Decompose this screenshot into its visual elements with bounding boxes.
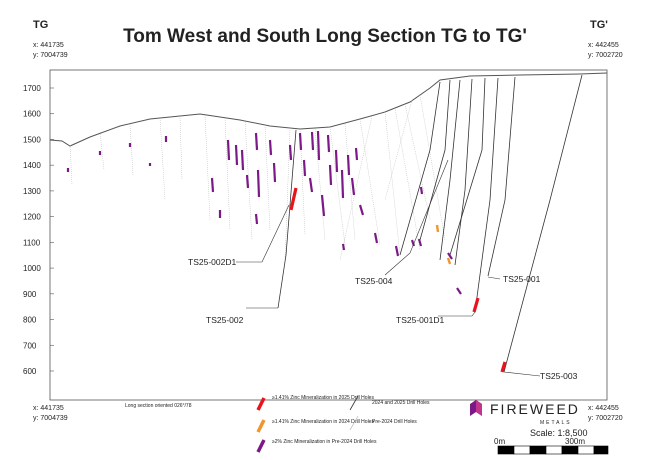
legend-text: ≥1.41% Zinc Mineralization in 2025 Drill… xyxy=(272,395,374,401)
corner-name: TG xyxy=(33,19,48,31)
scale-end: 300m xyxy=(565,437,585,446)
logo-name: FIREWEED xyxy=(490,401,580,417)
legend-text: Pre-2024 Drill Holes xyxy=(372,419,417,425)
hole-label: TS25-003 xyxy=(540,371,578,381)
scale-start: 0m xyxy=(494,437,505,446)
legend-swatch xyxy=(256,419,266,433)
legend-text: ≥2% Zinc Mineralization in Pre-2024 Dril… xyxy=(272,439,377,445)
pre-2024-holes xyxy=(69,94,446,261)
tick-label: 1200 xyxy=(23,213,41,222)
legend-swatch xyxy=(349,395,359,411)
tick-label: 1300 xyxy=(23,187,41,196)
tick-label: 1600 xyxy=(23,110,41,119)
hole-label: TS25-002 xyxy=(206,315,244,325)
2024-2025-holes xyxy=(277,74,583,373)
corner-name: TG' xyxy=(590,19,608,31)
tick-label: 1500 xyxy=(23,135,41,144)
corner-x: x: 442455 xyxy=(588,405,619,412)
legend-text: 2024 and 2025 Drill Holes xyxy=(372,400,430,406)
corner-x: x: 442455 xyxy=(588,42,619,49)
tick-label: 1000 xyxy=(23,264,41,273)
section-note: Long section oriented 026°/78 xyxy=(125,403,192,409)
hole-label: TS25-001D1 xyxy=(396,315,444,325)
mineralization xyxy=(66,130,507,373)
legend-swatch xyxy=(349,415,359,431)
legend-swatch xyxy=(256,439,266,453)
tick-label: 600 xyxy=(23,367,37,376)
tick-label: 1700 xyxy=(23,84,41,93)
hole-label: TS25-004 xyxy=(355,276,393,286)
logo-sub: METALS xyxy=(540,420,572,426)
legend-swatch xyxy=(256,397,266,411)
tick-label: 1100 xyxy=(23,238,41,247)
tick-label: 700 xyxy=(23,341,37,350)
tick-label: 900 xyxy=(23,290,37,299)
title: Tom West and South Long Section TG to TG… xyxy=(123,26,527,47)
corner-y: y: 7002720 xyxy=(588,415,623,422)
frame xyxy=(49,69,608,401)
corner-x: x: 441735 xyxy=(33,405,64,412)
corner-y: y: 7004739 xyxy=(33,415,68,422)
elevation-axis: 1700 1600 1500 1400 1300 1200 1100 1000 900 800 70… xyxy=(23,84,54,376)
corner-y: y: 7002720 xyxy=(588,52,623,59)
logo xyxy=(470,400,482,416)
corner-y: y: 7004739 xyxy=(33,52,68,59)
corner-x: x: 441735 xyxy=(33,42,64,49)
topography xyxy=(49,72,608,147)
hole-label: TS25-002D1 xyxy=(188,257,236,267)
tick-label: 800 xyxy=(23,316,37,325)
scale-bar xyxy=(497,445,609,455)
legend-text: ≥1.41% Zinc Mineralization in 2024 Drill… xyxy=(272,419,374,425)
tick-label: 1400 xyxy=(23,161,41,170)
hole-label: TS25-001 xyxy=(503,274,541,284)
scale-label: Scale: 1:8,500 xyxy=(530,428,588,438)
